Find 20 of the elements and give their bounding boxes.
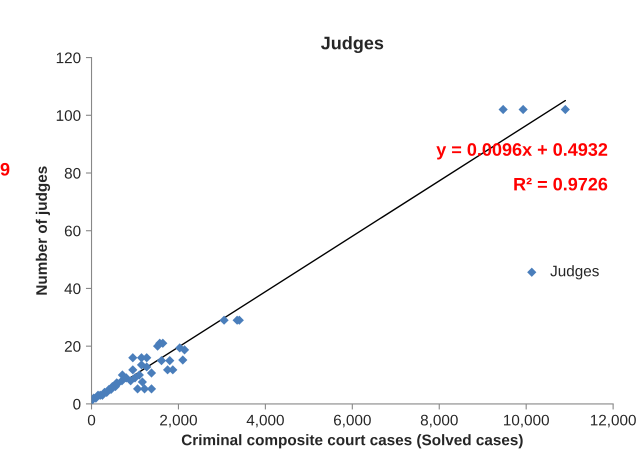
x-tick-label: 4,000 xyxy=(246,414,284,428)
y-tick-label: 20 xyxy=(64,341,81,352)
y-tick-label: 60 xyxy=(64,226,81,236)
y-tick-label: 100 xyxy=(56,110,81,121)
x-tick-label: 10,000 xyxy=(504,414,549,428)
y-tick-label: 120 xyxy=(56,52,81,64)
text: 9 xyxy=(0,162,10,176)
y-axis-title: Number of judges xyxy=(36,166,50,295)
y-tick-label: 0 xyxy=(73,398,81,410)
y-tick-label: 80 xyxy=(64,168,81,179)
x-tick-label: 12,000 xyxy=(590,414,636,428)
chart-title: Judges xyxy=(320,36,384,54)
x-tick-label: 8,000 xyxy=(420,414,458,428)
y-tick-label: 40 xyxy=(64,283,81,294)
x-tick-label: 2,000 xyxy=(160,414,197,428)
x-axis-title: Criminal composite court cases (Solved cases) xyxy=(182,434,523,448)
x-tick-label: 6,000 xyxy=(334,414,371,428)
annotation: R² = 0.9726 xyxy=(514,178,608,191)
legend-label: Judges xyxy=(550,265,599,280)
x-tick-label: 0 xyxy=(88,414,96,426)
